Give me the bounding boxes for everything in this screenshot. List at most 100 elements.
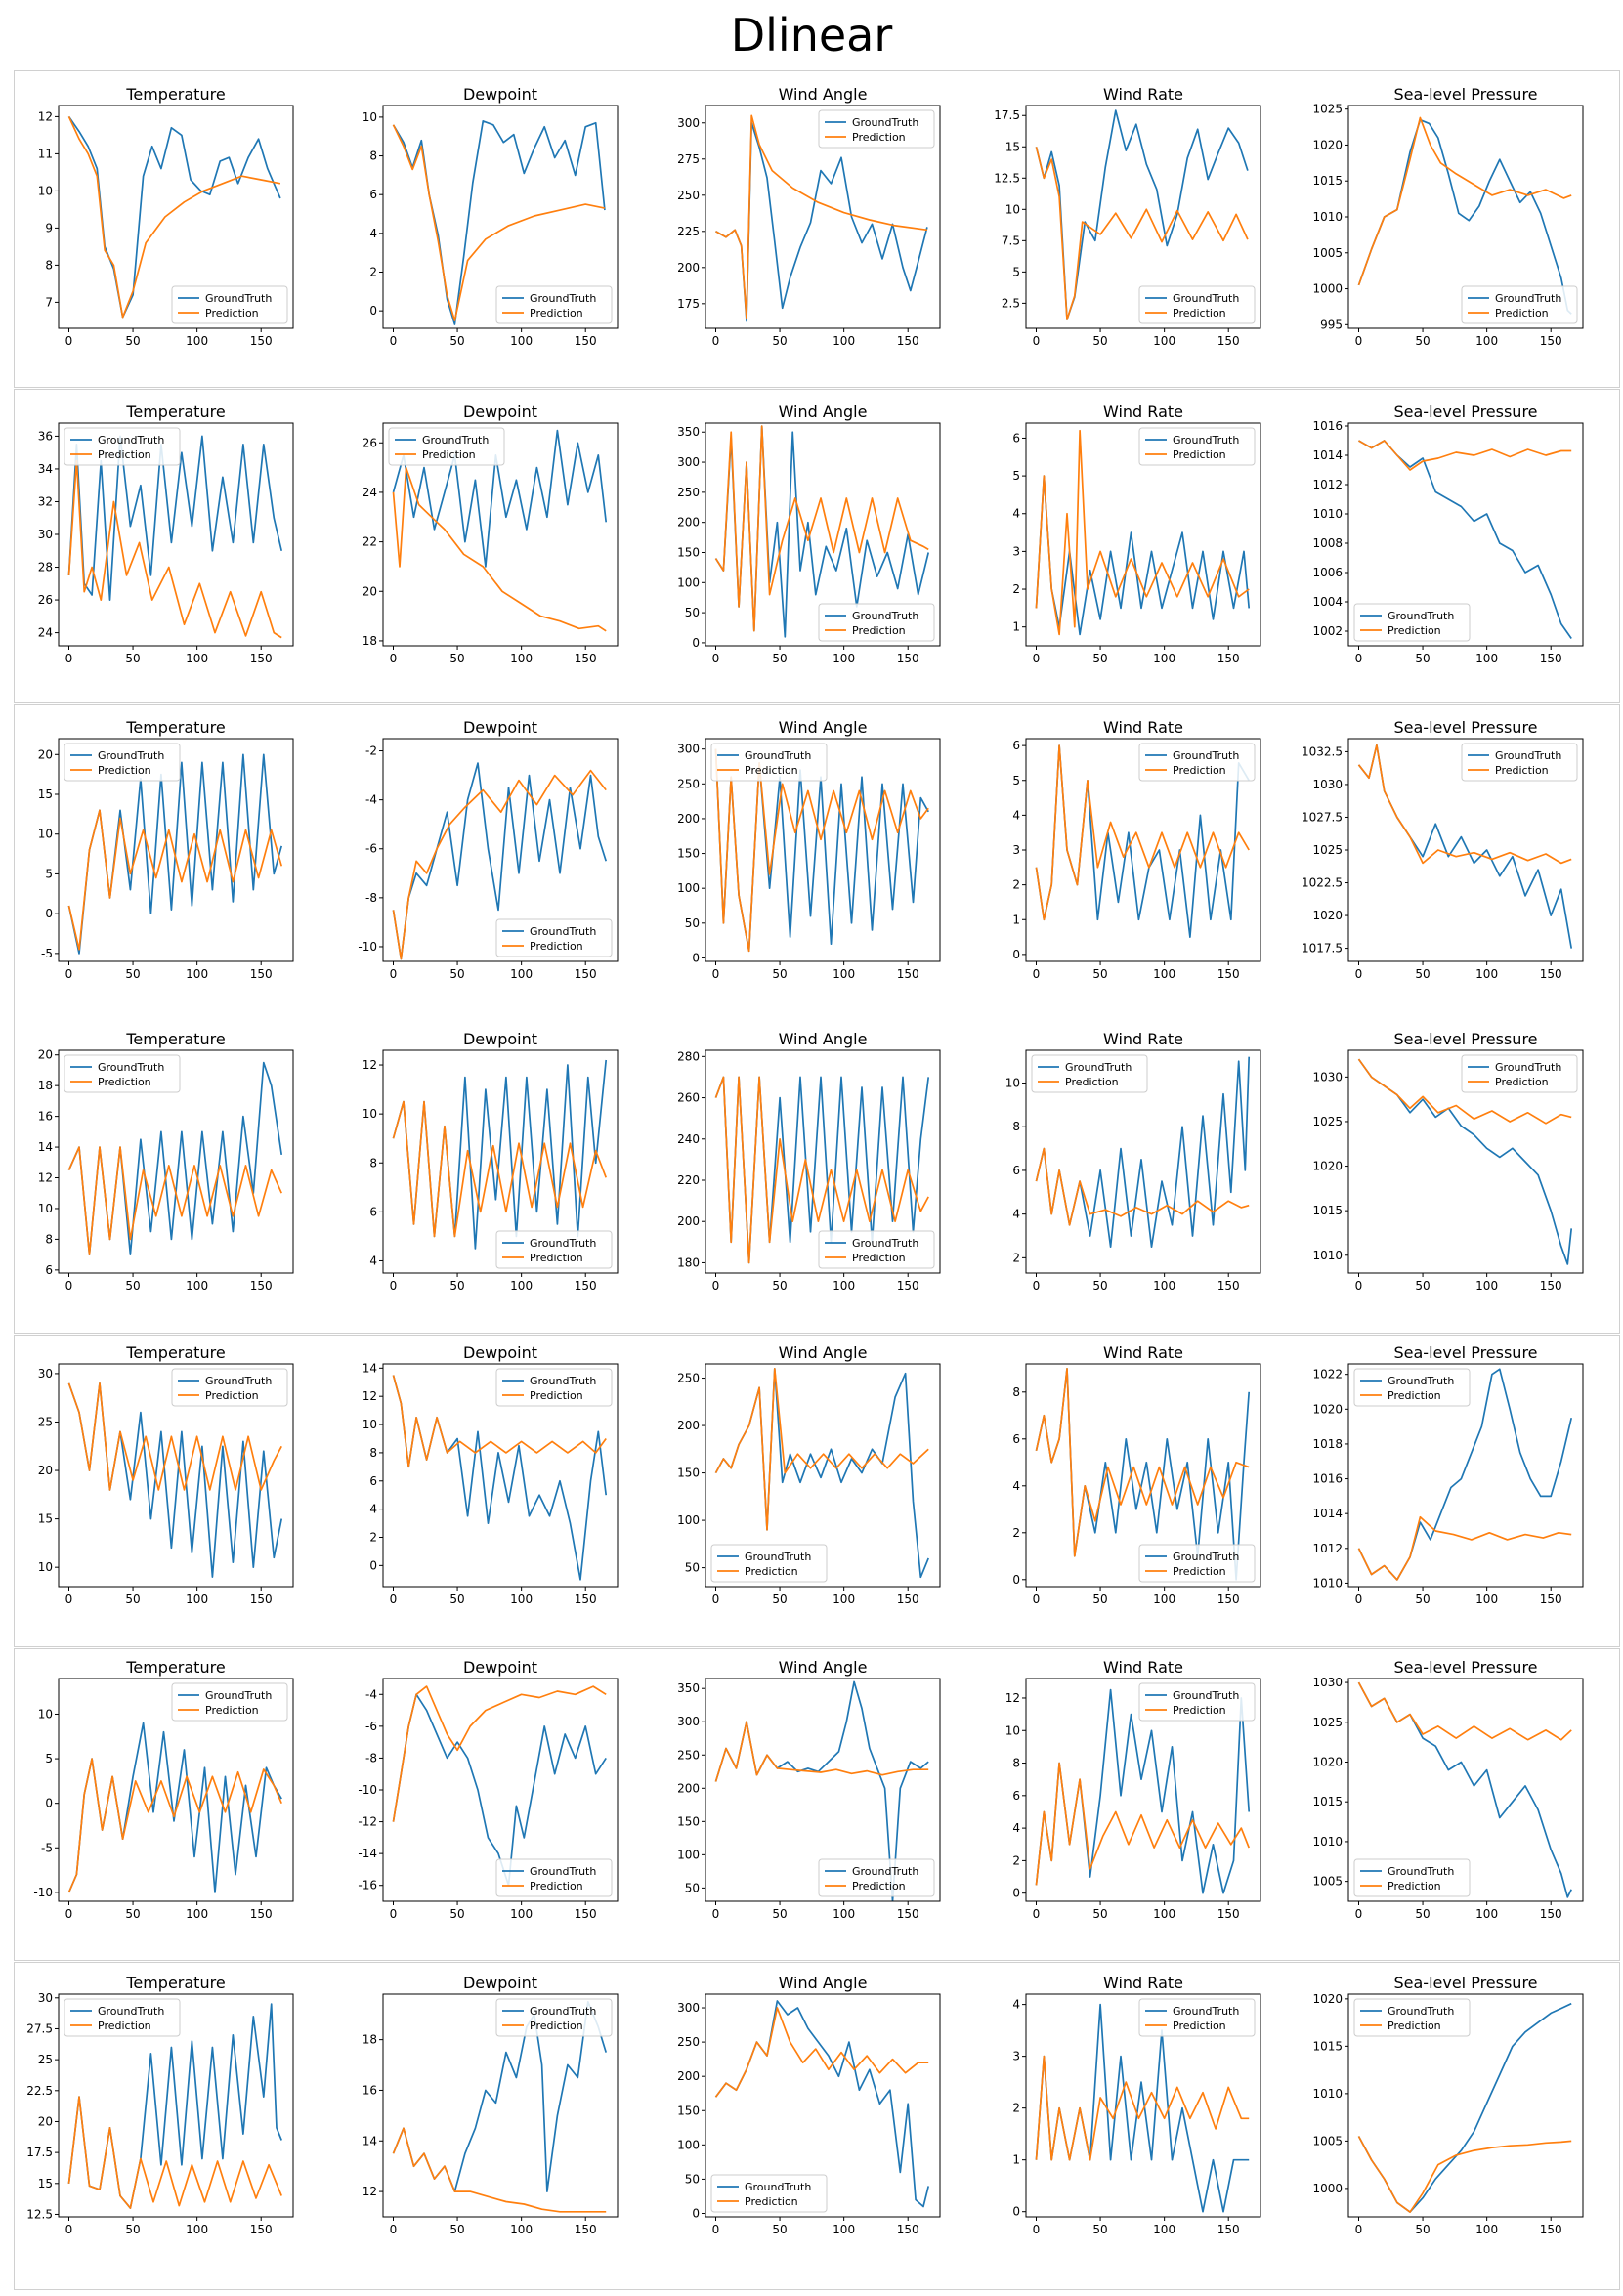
plot-frame	[382, 1993, 619, 2218]
chart-title: Temperature	[125, 1974, 225, 1992]
y-tick-label: 150	[677, 1814, 700, 1828]
prediction-line	[1357, 1515, 1572, 1581]
chart-r6-c3: Wind Angle 0 50 100 150 50 100 150 200 250 300 350 G…	[677, 1658, 941, 1921]
x-tick-label: 0	[1033, 2223, 1041, 2236]
legend: GroundTruth Prediction	[1138, 427, 1256, 466]
legend-label: GroundTruth	[530, 292, 596, 305]
legend: GroundTruth Prediction	[388, 427, 505, 466]
y-tick-label: 1008	[1312, 536, 1343, 550]
x-tick-label: 100	[1475, 334, 1498, 348]
legend-label: GroundTruth	[530, 1865, 596, 1878]
y-tick-label: 30	[38, 528, 53, 541]
chart-title: Temperature	[125, 1030, 225, 1048]
y-tick-label: 2	[369, 266, 377, 279]
y-tick-label: 1020	[1312, 1160, 1343, 1173]
prediction-line	[714, 425, 929, 632]
y-tick-label: -8	[365, 1751, 377, 1765]
legend: GroundTruth Prediction	[1138, 1682, 1256, 1722]
y-tick-label: 0	[369, 1558, 377, 1572]
y-tick-label: 1000	[1312, 282, 1343, 296]
legend-label: Prediction	[98, 764, 151, 777]
y-tick-label: 1017.5	[1302, 942, 1343, 956]
chart-r4-c2: Dewpoint 0 50 100 150 4 6 8 10 12 GroundTruth Predi…	[363, 1030, 619, 1293]
x-tick-label: 0	[712, 967, 720, 981]
chart-r5-c4: Wind Rate 0 50 100 150 0 2 4 6 8 GroundTruth Predic…	[1012, 1343, 1261, 1606]
legend: GroundTruth Prediction	[1353, 1858, 1471, 1897]
y-tick-label: 1010	[1312, 507, 1343, 521]
y-tick-label: 8	[369, 1446, 377, 1460]
y-tick-label: 4	[1012, 507, 1020, 521]
groundtruth-line	[67, 435, 283, 601]
chart-title: Wind Rate	[1103, 1974, 1183, 1992]
legend-label: Prediction	[1173, 1565, 1226, 1578]
y-tick-label: 0	[692, 2206, 700, 2220]
y-tick-label: 1020	[1312, 1402, 1343, 1416]
chart-r7-c2: Dewpoint 0 50 100 150 12 14 16 18 GroundTruth Pred…	[363, 1974, 619, 2236]
y-tick-label: 27.5	[26, 2021, 53, 2035]
y-tick-label: 6	[1012, 1789, 1020, 1803]
y-tick-label: 1015	[1312, 2039, 1343, 2053]
y-tick-label: 1014	[1312, 1507, 1343, 1520]
x-tick-label: 100	[186, 652, 208, 665]
x-tick-label: 0	[390, 1279, 398, 1293]
y-tick-label: 200	[677, 812, 700, 826]
chart-title: Dewpoint	[463, 1030, 537, 1048]
y-tick-label: 1000	[1312, 2182, 1343, 2195]
y-tick-label: 1002	[1312, 624, 1343, 638]
legend-label: GroundTruth	[530, 925, 596, 938]
x-tick-label: 50	[449, 334, 464, 348]
y-tick-label: -4	[365, 1687, 377, 1701]
legend: GroundTruth Prediction	[1353, 1368, 1471, 1407]
x-tick-label: 100	[186, 1279, 208, 1293]
y-tick-label: 2	[1012, 878, 1020, 892]
y-tick-label: 350	[677, 425, 700, 439]
x-tick-label: 0	[1033, 967, 1041, 981]
y-tick-label: 10	[363, 110, 377, 124]
chart-title: Temperature	[125, 85, 225, 104]
y-tick-label: 20	[38, 747, 53, 761]
y-tick-label: 20	[363, 584, 377, 598]
y-tick-label: 24	[38, 626, 53, 640]
x-tick-label: 150	[575, 1907, 597, 1921]
y-tick-label: 7	[45, 295, 53, 309]
x-tick-label: 50	[125, 2223, 140, 2236]
groundtruth-line	[1035, 475, 1251, 636]
legend: GroundTruth Prediction	[818, 603, 935, 642]
y-tick-label: 2.5	[1002, 296, 1020, 310]
x-tick-label: 50	[125, 1593, 140, 1606]
y-tick-label: 10	[38, 184, 53, 197]
x-tick-label: 100	[510, 2223, 533, 2236]
y-tick-label: 3	[1012, 544, 1020, 558]
chart-title: Wind Rate	[1103, 85, 1183, 104]
chart-title: Sea-level Pressure	[1393, 1030, 1537, 1048]
chart-r4-c4: Wind Rate 0 50 100 150 2 4 6 8 10 GroundTruth Predi…	[1005, 1030, 1261, 1293]
x-tick-label: 150	[575, 1279, 597, 1293]
prediction-line	[1035, 2055, 1250, 2161]
y-tick-label: 1006	[1312, 566, 1343, 579]
y-tick-label: 1020	[1312, 138, 1343, 151]
x-tick-label: 50	[1092, 1907, 1107, 1921]
legend: GroundTruth Prediction	[818, 1858, 935, 1897]
x-tick-label: 150	[1540, 967, 1562, 981]
y-tick-label: 10	[38, 1707, 53, 1721]
legend: GroundTruth Prediction	[1461, 1054, 1578, 1093]
chart-r4-c1: Temperature 0 50 100 150 6 8 10 12 14 16 18 20 Ground…	[38, 1030, 294, 1293]
y-tick-label: 25	[38, 1415, 53, 1428]
row-panel-2	[14, 389, 1620, 703]
y-tick-label: 14	[363, 1361, 377, 1375]
y-tick-label: 20	[38, 2114, 53, 2128]
y-tick-label: 14	[38, 1140, 53, 1154]
y-tick-label: 26	[38, 593, 53, 607]
plot-frame	[1025, 1993, 1261, 2218]
y-tick-label: 1020	[1312, 1756, 1343, 1769]
y-tick-label: 50	[685, 1561, 700, 1575]
groundtruth-line	[392, 1693, 607, 1887]
prediction-line	[392, 769, 607, 960]
legend-label: Prediction	[98, 1076, 151, 1088]
y-tick-label: 0	[692, 951, 700, 964]
chart-title: Wind Rate	[1103, 718, 1183, 737]
x-tick-label: 100	[1153, 334, 1175, 348]
y-tick-label: 4	[1012, 808, 1020, 822]
y-tick-label: 300	[677, 1715, 700, 1728]
plot-frame	[1025, 1363, 1261, 1588]
